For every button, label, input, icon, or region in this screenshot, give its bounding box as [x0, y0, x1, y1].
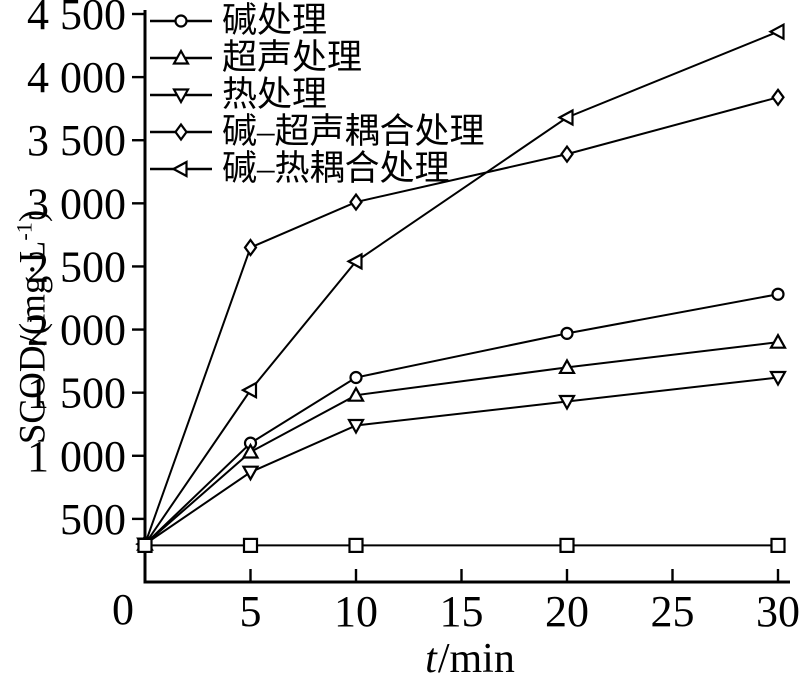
legend-marker-triangle-down-icon [150, 87, 212, 104]
data-point-triangle-left [346, 252, 363, 271]
legend-label-thermal: 热处理 [222, 75, 328, 114]
data-point-square [559, 537, 575, 553]
data-point-triangle-up [769, 332, 787, 349]
data-point-diamond [560, 144, 574, 164]
legend-triangle-down-glyph [172, 87, 190, 104]
legend-label-alkali-thermal: 碱–热耦合处理 [222, 149, 450, 188]
data-point-triangle-left [557, 108, 574, 127]
data-point-square [348, 537, 364, 553]
y-axis-title: SCOD/(mg·L-1) [11, 210, 54, 444]
legend-item-3: 热处理 [149, 76, 485, 113]
data-point-circle [771, 287, 785, 301]
data-point-triangle-up [241, 442, 260, 459]
legend-diamond-glyph [174, 122, 188, 141]
y-axis-title-superscript: -1 [11, 222, 37, 241]
y-tick-label: 1 000 [27, 432, 126, 481]
data-point-triangle-up [558, 358, 576, 375]
y-tick-label: 4 500 [27, 0, 126, 39]
x-axis-title: t/min [425, 635, 515, 683]
legend-marker-diamond-icon [150, 122, 212, 141]
legend-triangle-left-glyph [171, 159, 188, 178]
legend-item-4: 碱–超声耦合处理 [149, 113, 485, 150]
data-point-circle [560, 326, 574, 340]
legend-label-alkali: 碱处理 [222, 1, 328, 40]
data-point-diamond [349, 192, 363, 212]
x-tick-label: 20 [545, 587, 589, 636]
y-axis-title-close: ) [12, 209, 54, 223]
data-point-triangle-up [347, 385, 365, 402]
origin-label: 0 [112, 585, 134, 634]
x-tick-label: 30 [756, 587, 800, 636]
legend-item-5: 碱–热耦合处理 [149, 150, 485, 187]
x-axis-title-variable: t [425, 636, 437, 682]
legend-marker-triangle-left-icon [150, 159, 212, 178]
y-axis-title-text: SCOD/(mg·L [12, 240, 54, 445]
y-tick-label: 3 000 [27, 179, 126, 228]
data-point-triangle-left [768, 22, 785, 41]
data-point-square [242, 537, 259, 553]
y-tick-label: 1 500 [27, 369, 126, 418]
y-tick-label: 4 000 [27, 53, 126, 102]
data-point-triangle-down [558, 394, 576, 411]
legend-item-2: 超声处理 [149, 39, 485, 76]
x-tick-label: 25 [651, 587, 695, 636]
data-point-square [137, 537, 153, 553]
y-tick-label: 2 000 [27, 306, 126, 355]
legend: 碱处理 超声处理 热处理 碱–超声耦合处理 碱–热耦合处理 [149, 2, 485, 187]
x-tick-label: 10 [334, 587, 378, 636]
legend-marker-circle-icon [150, 13, 212, 28]
legend-triangle-up-glyph [172, 48, 190, 65]
y-tick-label: 3 500 [27, 116, 126, 165]
series-line-2 [144, 341, 779, 545]
data-point-triangle-down [769, 370, 787, 387]
data-point-square [770, 537, 786, 553]
legend-label-ultrasonic: 超声处理 [222, 38, 363, 77]
x-tick-label: 5 [240, 587, 262, 636]
data-point-triangle-left [240, 381, 258, 399]
x-tick-label: 15 [440, 587, 484, 636]
data-point-triangle-down [347, 418, 365, 435]
data-point-diamond [243, 238, 258, 257]
y-tick-label: 2 500 [27, 242, 126, 291]
x-axis-title-unit: /min [437, 636, 515, 682]
data-point-circle [349, 370, 363, 385]
series-line-1 [144, 293, 779, 545]
data-point-triangle-down [241, 465, 260, 482]
legend-label-alkali-ultrasonic: 碱–超声耦合处理 [222, 112, 485, 151]
data-point-diamond [771, 87, 785, 107]
y-tick-label: 500 [60, 495, 126, 544]
legend-item-1: 碱处理 [149, 2, 485, 39]
legend-marker-triangle-up-icon [150, 48, 212, 65]
legend-circle-glyph [174, 13, 188, 28]
